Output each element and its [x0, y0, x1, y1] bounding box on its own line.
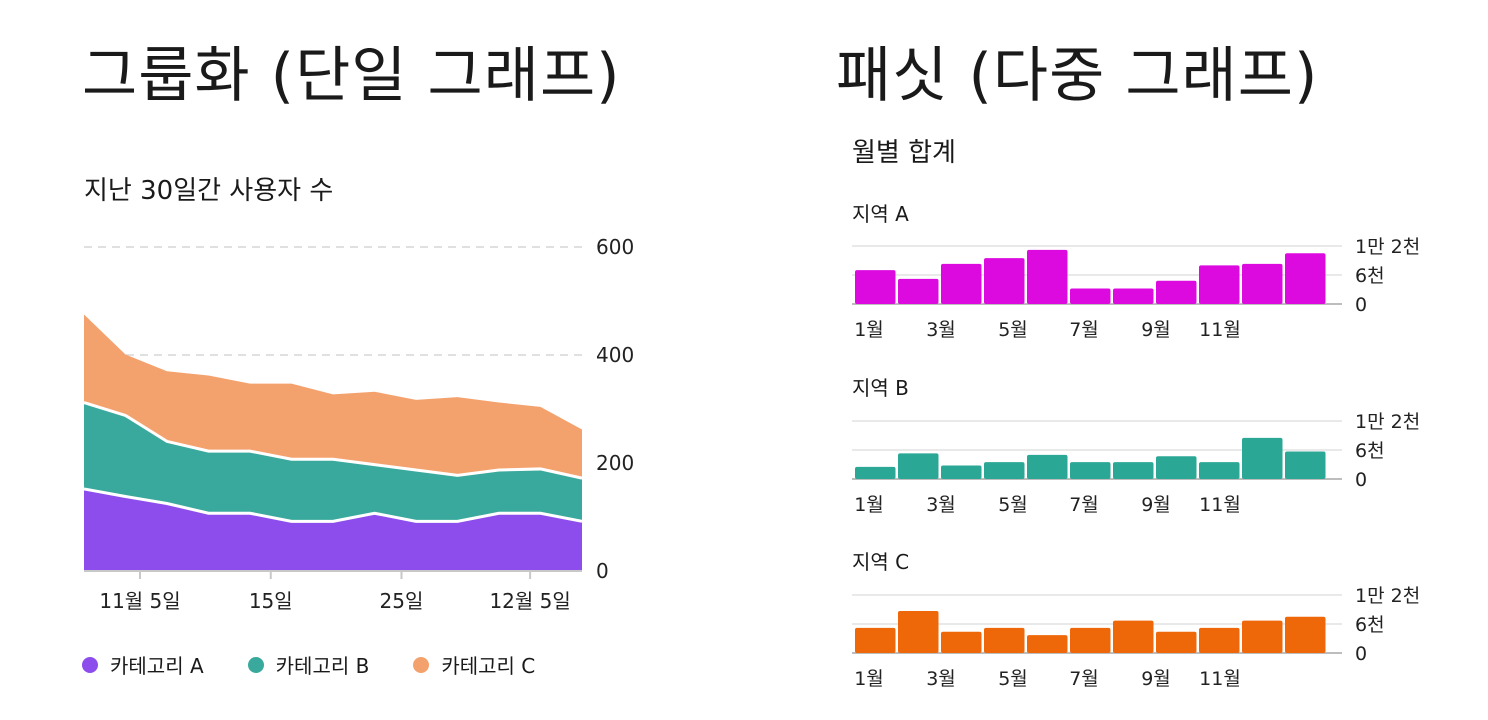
x-tick-label-1: 11월 5일 — [99, 589, 180, 613]
facet-3-bar-2 — [898, 610, 939, 653]
y-tick-label-400: 400 — [596, 343, 634, 367]
facet-2-bar-10 — [1242, 437, 1283, 479]
facet-3-bar-6 — [1070, 627, 1111, 653]
facet-3-x-tick-label-5: 9월 — [1141, 668, 1171, 690]
facet-2-y-tick-label-3: 0 — [1355, 469, 1367, 491]
facet-1-bar-7 — [1113, 288, 1154, 304]
facet-3-bar-5 — [1027, 635, 1068, 653]
facet-3-x-tick-label-6: 11월 — [1199, 668, 1241, 690]
facet-1-bar-11 — [1285, 253, 1326, 304]
facet-2-x-tick-label-4: 7월 — [1069, 494, 1099, 516]
facet-label-region-b: 지역 B — [852, 376, 909, 400]
facet-3-bar-10 — [1242, 620, 1283, 653]
facet-2-bar-11 — [1285, 451, 1326, 479]
facet-2-bar-2 — [898, 453, 939, 479]
facet-2-bar-4 — [984, 462, 1025, 479]
facet-2-x-tick-label-5: 9월 — [1141, 494, 1171, 516]
facet-2-x-tick-label-2: 3월 — [926, 494, 956, 516]
facet-3-y-tick-label-3: 0 — [1355, 643, 1367, 665]
legend-label-category-b: 카테고리 B — [275, 654, 370, 678]
area-chart-title: 지난 30일간 사용자 수 — [84, 176, 334, 206]
facet-2-x-tick-label-3: 5월 — [998, 494, 1028, 516]
facet-2-bar-7 — [1113, 462, 1154, 479]
legend-item-category-a[interactable]: 카테고리 A — [82, 650, 204, 679]
facet-1-bar-4 — [984, 258, 1025, 304]
facet-2-bar-3 — [941, 465, 982, 479]
facet-1-x-tick-label-2: 3월 — [926, 319, 956, 341]
facet-3-bar-8 — [1156, 631, 1197, 653]
legend-swatch-category-a — [82, 656, 98, 673]
facet-1-bar-3 — [941, 263, 982, 304]
facet-1-bar-8 — [1156, 280, 1197, 304]
facet-1-bar-5 — [1027, 249, 1068, 304]
y-tick-label-0: 0 — [596, 559, 609, 583]
facet-2-y-tick-label-1: 1만 2천 — [1355, 411, 1420, 433]
facet-1-x-tick-label-3: 5월 — [998, 319, 1028, 341]
facet-1-y-tick-label-2: 6천 — [1355, 265, 1385, 287]
legend-swatch-category-b — [247, 656, 264, 673]
x-tick-label-2: 15일 — [249, 589, 293, 613]
legend-item-category-c[interactable]: 카테고리 C — [413, 650, 535, 679]
facet-1-y-tick-label-1: 1만 2천 — [1355, 236, 1420, 258]
legend-label-category-c: 카테고리 C — [441, 654, 536, 678]
area-chart-legend: 카테고리 A 카테고리 B 카테고리 C — [82, 650, 535, 679]
y-tick-label-200: 200 — [596, 451, 634, 475]
faceted-heading: 패싯 (다중 그래프) — [836, 41, 1319, 111]
facet-1-bar-1 — [855, 270, 896, 304]
facet-3-bar-3 — [941, 631, 982, 653]
facet-1-bar-6 — [1070, 288, 1111, 304]
facet-2-y-tick-label-2: 6천 — [1355, 440, 1385, 462]
facet-3-x-tick-label-2: 3월 — [926, 668, 956, 690]
facet-1-x-tick-label-6: 11월 — [1199, 319, 1241, 341]
legend-swatch-category-c — [413, 656, 430, 673]
facet-3-x-tick-label-4: 7월 — [1069, 668, 1099, 690]
facet-2-bar-1 — [855, 466, 896, 479]
legend-item-category-b[interactable]: 카테고리 B — [247, 650, 370, 679]
facet-1-y-tick-label-3: 0 — [1355, 294, 1367, 316]
facet-2-x-tick-label-6: 11월 — [1199, 494, 1241, 516]
legend-label-category-a: 카테고리 A — [110, 654, 204, 678]
facet-3-y-tick-label-1: 1만 2천 — [1355, 585, 1420, 607]
area-series-3 — [84, 314, 582, 479]
facet-3-bar-9 — [1199, 627, 1240, 653]
x-tick-label-4: 12월 5일 — [489, 589, 570, 613]
facet-1-bar-2 — [898, 278, 939, 304]
facet-3-x-tick-label-3: 5월 — [998, 668, 1028, 690]
facet-3-bar-7 — [1113, 620, 1154, 653]
facet-1-x-tick-label-5: 9월 — [1141, 319, 1171, 341]
facet-3-bar-1 — [855, 627, 896, 653]
x-tick-label-3: 25일 — [380, 589, 424, 613]
facet-2-bar-8 — [1156, 456, 1197, 479]
facet-chart-title: 월별 합계 — [852, 138, 956, 168]
area-series-1 — [84, 488, 582, 571]
facet-label-region-a: 지역 A — [852, 202, 909, 226]
area-series-2 — [84, 402, 582, 522]
y-tick-label-600: 600 — [596, 235, 634, 259]
facet-3-x-tick-label-1: 1월 — [854, 668, 884, 690]
facet-1-bar-10 — [1242, 263, 1283, 304]
facet-1-bar-9 — [1199, 265, 1240, 304]
facet-2-bar-6 — [1070, 462, 1111, 479]
area-boundary-2 — [83, 401, 583, 480]
facet-3-bar-11 — [1285, 616, 1326, 653]
facet-1-x-tick-label-4: 7월 — [1069, 319, 1099, 341]
facet-2-bar-9 — [1199, 462, 1240, 479]
facet-3-y-tick-label-2: 6천 — [1355, 614, 1385, 636]
facet-2-bar-5 — [1027, 454, 1068, 479]
facet-1-x-tick-label-1: 1월 — [854, 319, 884, 341]
facet-3-bar-4 — [984, 627, 1025, 653]
facet-label-region-c: 지역 C — [852, 550, 910, 574]
facet-2-x-tick-label-1: 1월 — [854, 494, 884, 516]
grouped-heading: 그룹화 (단일 그래프) — [82, 41, 621, 111]
area-boundary-1 — [83, 487, 583, 523]
